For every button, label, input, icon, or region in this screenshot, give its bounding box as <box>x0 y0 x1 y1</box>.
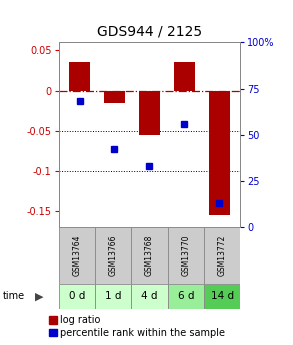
Title: GDS944 / 2125: GDS944 / 2125 <box>97 24 202 39</box>
Bar <box>204 227 240 284</box>
Text: 6 d: 6 d <box>178 292 194 301</box>
Bar <box>204 284 240 309</box>
Text: 1 d: 1 d <box>105 292 121 301</box>
Text: time: time <box>3 292 25 301</box>
Bar <box>131 284 168 309</box>
Bar <box>95 227 131 284</box>
Bar <box>131 227 168 284</box>
Bar <box>139 91 160 135</box>
Text: GSM13766: GSM13766 <box>109 235 117 276</box>
Bar <box>69 62 90 91</box>
Text: GSM13768: GSM13768 <box>145 235 154 276</box>
Bar <box>59 227 95 284</box>
Bar <box>174 62 195 91</box>
Bar <box>104 91 125 102</box>
Bar <box>59 284 95 309</box>
Text: 14 d: 14 d <box>211 292 234 301</box>
Text: GSM13764: GSM13764 <box>72 235 81 276</box>
Text: 0 d: 0 d <box>69 292 85 301</box>
Text: GSM13770: GSM13770 <box>181 235 190 276</box>
Legend: log ratio, percentile rank within the sample: log ratio, percentile rank within the sa… <box>49 315 226 338</box>
Text: GSM13772: GSM13772 <box>218 235 226 276</box>
Bar <box>168 284 204 309</box>
Bar <box>209 91 230 215</box>
Bar <box>95 284 131 309</box>
Text: ▶: ▶ <box>35 292 43 301</box>
Text: 4 d: 4 d <box>141 292 158 301</box>
Bar <box>168 227 204 284</box>
